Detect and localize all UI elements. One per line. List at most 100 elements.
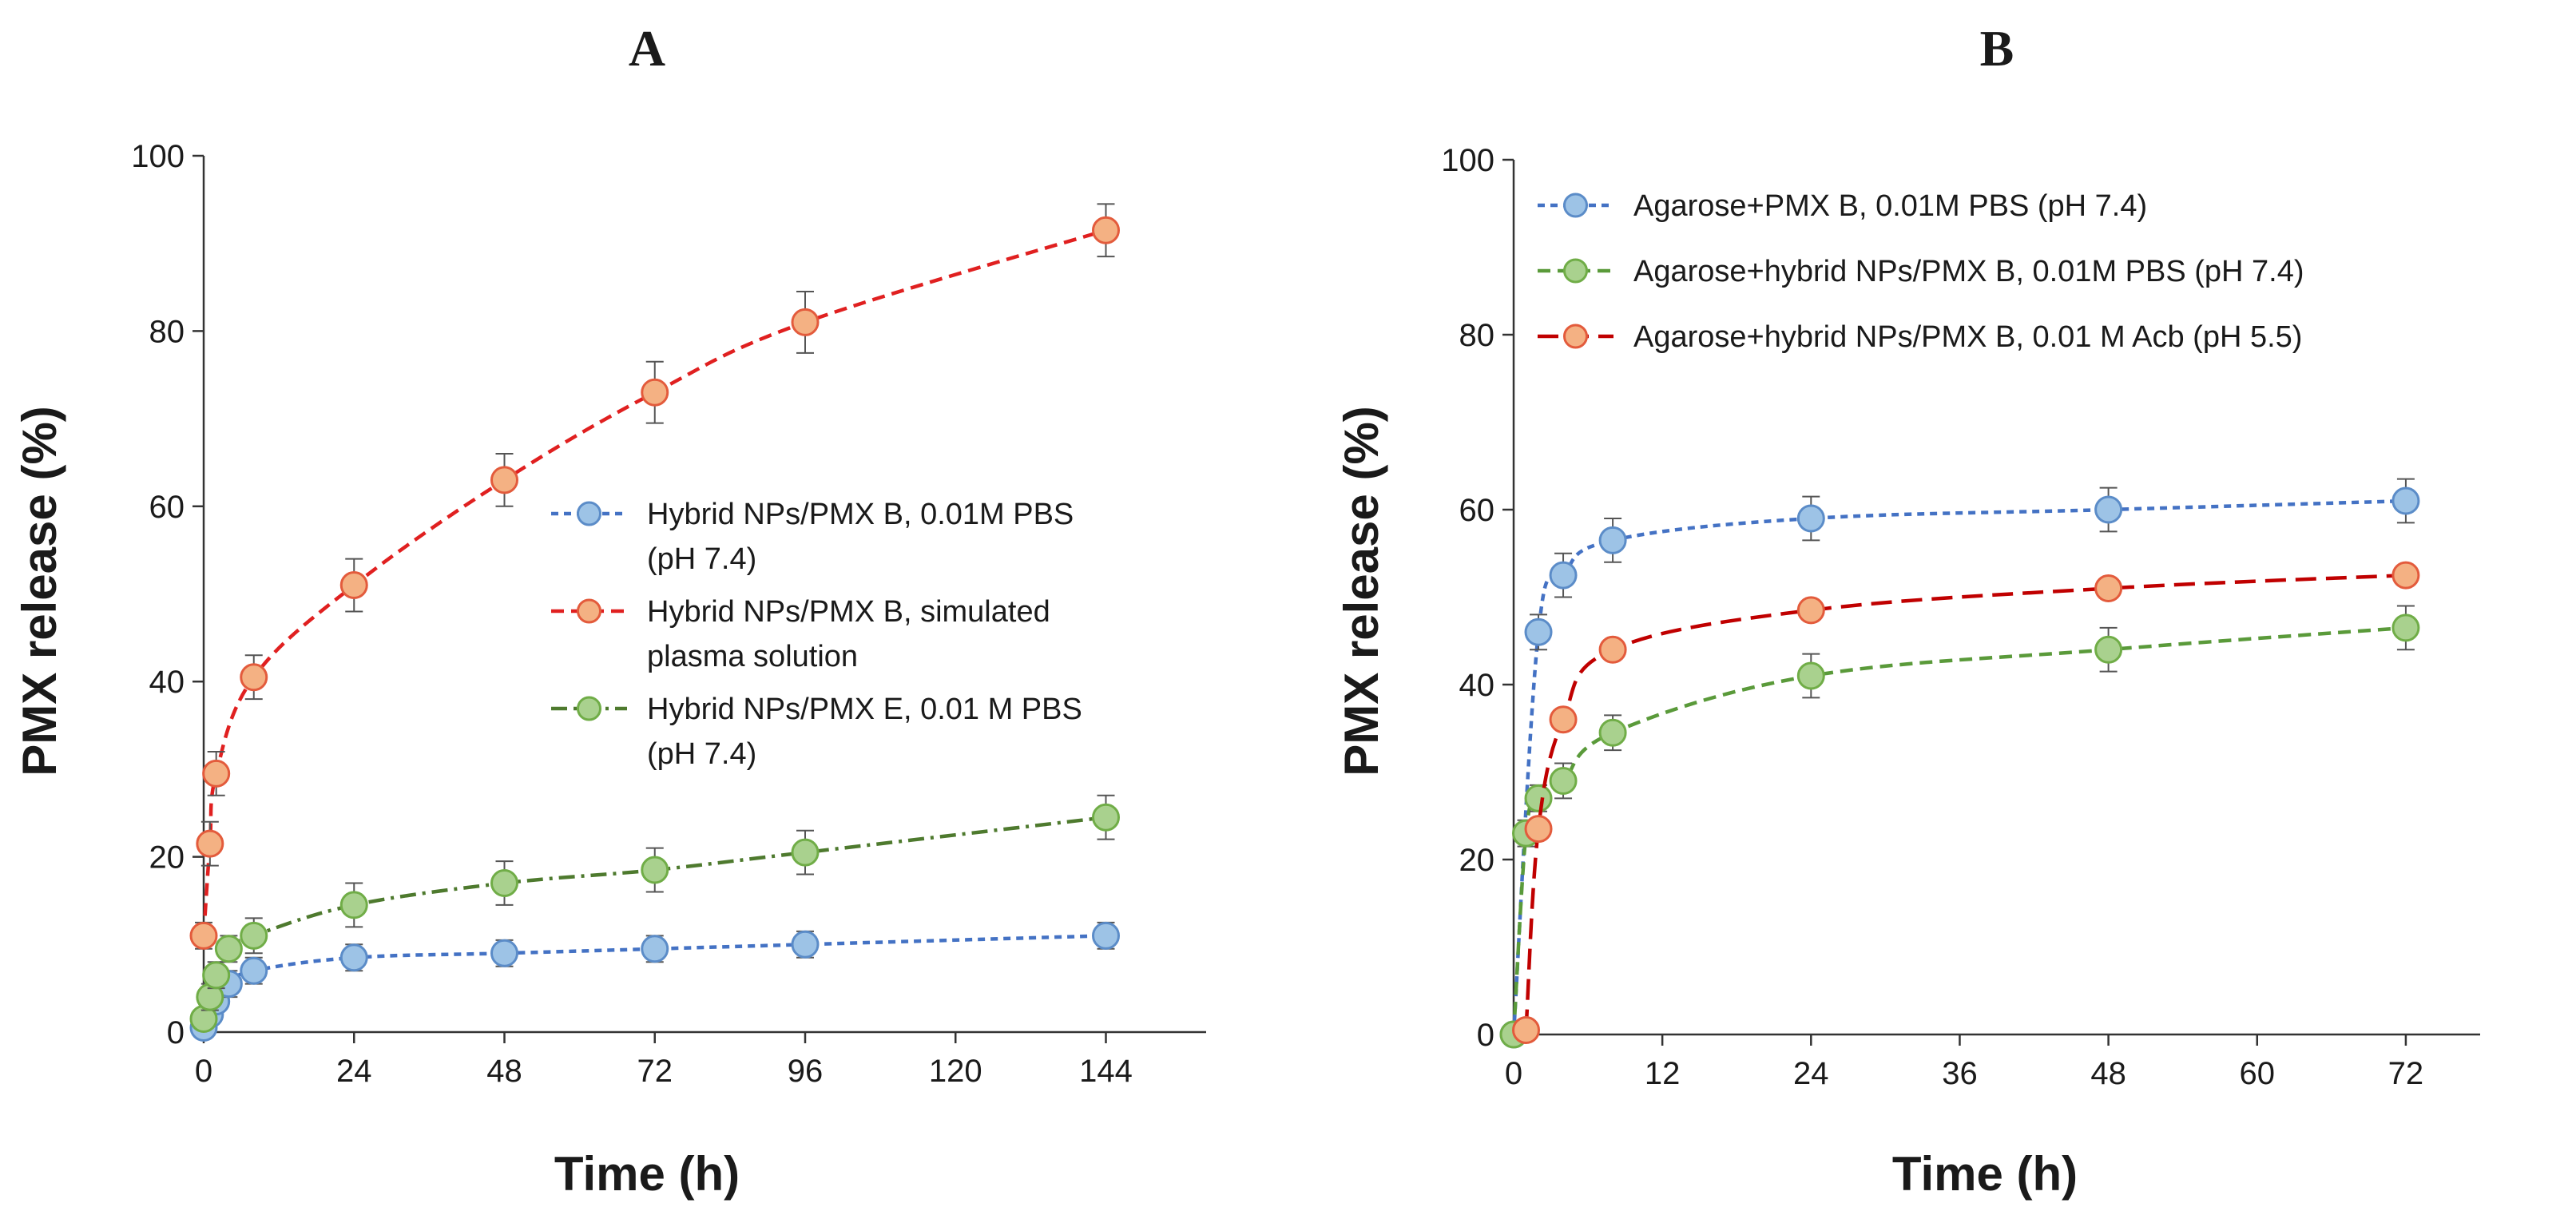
data-point <box>791 838 820 867</box>
legend-label: Hybrid NPs/PMX B, 0.01M PBS <box>647 498 1074 531</box>
data-point <box>1512 1016 1541 1045</box>
series-3 <box>1512 561 2420 1045</box>
y-tick-label: 20 <box>1459 843 1495 878</box>
y-tick-label: 80 <box>1459 318 1495 353</box>
y-tick-label: 40 <box>149 665 185 700</box>
x-tick-label: 0 <box>1505 1056 1522 1091</box>
data-point <box>1524 784 1553 812</box>
legend-b: Agarose+PMX B, 0.01M PBS (pH 7.4) Agarose… <box>1538 189 2304 354</box>
axes-a: 0 20 40 60 80 100 0 24 48 72 96 120 144 <box>131 139 1206 1089</box>
x-tick-label: 0 <box>195 1054 212 1089</box>
y-tick-label: 0 <box>167 1015 185 1050</box>
x-axis-title-b: Time (h) <box>1892 1147 2078 1201</box>
data-point <box>339 571 368 600</box>
legend-swatch-marker <box>1563 324 1588 349</box>
x-tick-label: 72 <box>2388 1056 2424 1091</box>
y-tick-label: 60 <box>1459 493 1495 528</box>
y-axis-title-a: PMX release (%) <box>13 406 66 776</box>
data-point <box>240 956 268 985</box>
y-tick-label: 20 <box>149 840 185 876</box>
legend-swatch-marker <box>577 501 601 526</box>
data-point <box>1524 815 1553 844</box>
legend-entry-2: Hybrid NPs/PMX B, simulated plasma soluti… <box>551 595 1050 673</box>
data-point <box>641 935 669 963</box>
y-tick-label: 60 <box>149 490 185 525</box>
data-point <box>1549 705 1578 734</box>
legend-swatch-marker <box>577 598 601 624</box>
legend-swatch-marker <box>1563 193 1588 218</box>
data-point <box>1796 504 1825 533</box>
x-tick-label: 144 <box>1079 1054 1133 1089</box>
data-point <box>791 930 820 959</box>
y-tick-label: 100 <box>131 139 185 174</box>
data-point <box>202 961 231 990</box>
y-axis-title-b: PMX release (%) <box>1335 406 1388 776</box>
data-point <box>1092 803 1120 832</box>
legend-label: Hybrid NPs/PMX B, simulated <box>647 595 1050 629</box>
y-tick-label: 0 <box>1477 1018 1494 1053</box>
y-tick-label: 40 <box>1459 668 1495 703</box>
data-point <box>339 943 368 972</box>
chart-panel-a: A 0 20 40 60 80 100 0 24 48 72 96 120 144 Hybrid NPs… <box>13 20 1206 1201</box>
x-tick-label: 60 <box>2240 1056 2276 1091</box>
x-tick-label: 72 <box>637 1054 673 1089</box>
data-point <box>490 939 518 967</box>
x-tick-label: 120 <box>929 1054 982 1089</box>
data-point <box>641 378 669 407</box>
series-layer-b <box>1499 478 2420 1049</box>
series-layer-a <box>189 203 1120 1042</box>
x-tick-label: 12 <box>1645 1056 1681 1091</box>
data-point <box>1092 216 1120 244</box>
legend-entry-3: Agarose+hybrid NPs/PMX B, 0.01 M Acb (pH… <box>1538 320 2302 354</box>
data-point <box>240 663 268 692</box>
legend-a: Hybrid NPs/PMX B, 0.01M PBS(pH 7.4)Hybri… <box>551 498 1082 771</box>
x-tick-label: 48 <box>486 1054 522 1089</box>
x-tick-label: 48 <box>2090 1056 2126 1091</box>
legend-label: Agarose+PMX B, 0.01M PBS (pH 7.4) <box>1633 189 2147 223</box>
data-point <box>2391 561 2420 590</box>
data-point <box>1524 617 1553 646</box>
panel-label-b: B <box>1980 20 2014 77</box>
legend-label: Agarose+hybrid NPs/PMX B, 0.01 M Acb (pH… <box>1633 320 2302 354</box>
axes-b: 0 20 40 60 80 100 0 12 24 36 48 60 72 <box>1441 143 2480 1091</box>
x-tick-label: 96 <box>788 1054 824 1089</box>
y-tick-label: 100 <box>1441 143 1494 178</box>
series-line <box>1511 498 2406 1035</box>
data-point <box>1598 635 1627 664</box>
panel-label-a: A <box>629 20 665 77</box>
data-point <box>2094 495 2123 524</box>
series-2 <box>189 203 1120 950</box>
legend-label: (pH 7.4) <box>647 737 756 771</box>
chart-panel-b: B 0 20 40 60 80 100 0 12 24 36 48 60 72 Agarose+PMX … <box>1335 20 2480 1201</box>
legend-entry-3: Hybrid NPs/PMX E, 0.01 M PBS (pH 7.4) <box>551 693 1082 771</box>
data-point <box>2391 614 2420 642</box>
data-point <box>791 308 820 336</box>
data-point <box>1796 596 1825 625</box>
data-point <box>1549 766 1578 795</box>
data-point <box>202 759 231 788</box>
legend-swatch-marker <box>577 696 601 721</box>
data-point <box>1092 921 1120 950</box>
data-point <box>1796 661 1825 690</box>
legend-label: plasma solution <box>647 640 858 673</box>
data-point <box>2094 635 2123 664</box>
x-axis-title-a: Time (h) <box>554 1147 740 1201</box>
data-point <box>490 869 518 898</box>
data-point <box>1598 718 1627 747</box>
legend-entry-2: Agarose+hybrid NPs/PMX B, 0.01M PBS (pH … <box>1538 255 2304 288</box>
data-point <box>641 856 669 884</box>
legend-label: Hybrid NPs/PMX E, 0.01 M PBS <box>647 693 1082 726</box>
series-3 <box>189 794 1120 1034</box>
data-point <box>1598 526 1627 554</box>
data-point <box>196 829 224 858</box>
x-tick-label: 36 <box>1942 1056 1978 1091</box>
legend-label: (pH 7.4) <box>647 542 756 576</box>
data-point <box>1549 561 1578 590</box>
y-tick-label: 80 <box>149 314 185 349</box>
data-point <box>2094 574 2123 603</box>
data-point <box>339 891 368 919</box>
data-point <box>490 466 518 494</box>
data-point <box>189 921 218 950</box>
